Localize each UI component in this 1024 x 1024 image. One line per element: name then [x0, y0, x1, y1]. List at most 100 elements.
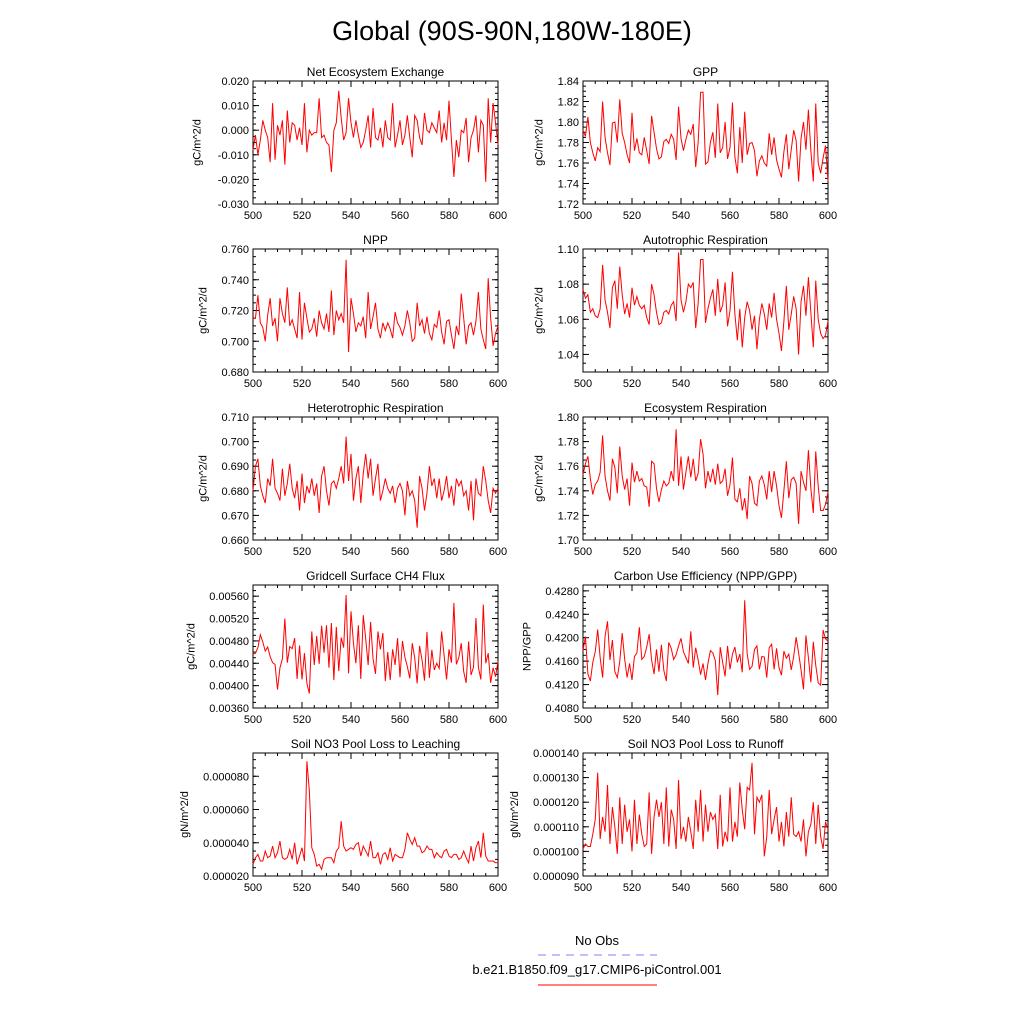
y-tick-label: 0.000060 — [203, 805, 249, 817]
x-tick-label: 580 — [440, 882, 458, 894]
y-tick-label: 1.80 — [558, 412, 579, 424]
series-line — [252, 436, 499, 528]
x-tick-label: 560 — [391, 546, 409, 558]
y-tick-label: 0.000130 — [533, 773, 579, 785]
x-tick-label: 560 — [721, 882, 739, 894]
y-tick-label: -0.030 — [218, 199, 249, 211]
y-tick-label: 1.74 — [558, 179, 579, 191]
y-tick-label: 0.00440 — [209, 658, 249, 670]
y-tick-label: 1.10 — [558, 244, 579, 256]
panel-title: Heterotrophic Respiration — [307, 401, 443, 415]
panels-grid: Net Ecosystem Exchange 500 520 540 560 580 600… — [179, 65, 837, 894]
plot-frame — [582, 584, 829, 709]
x-tick-label: 600 — [819, 882, 837, 894]
x-tick-label: 600 — [489, 378, 507, 390]
series-line — [582, 762, 829, 857]
y-tick-label: 0.760 — [221, 244, 249, 256]
plot-frame — [582, 416, 829, 541]
y-axis-label: gC/m^2/d — [534, 119, 546, 166]
x-tick-label: 500 — [244, 210, 262, 222]
y-tick-label: 0.4080 — [545, 703, 579, 715]
x-tick-label: 520 — [293, 546, 311, 558]
x-tick-label: 600 — [489, 714, 507, 726]
y-axis-label: gN/m^2/d — [509, 791, 521, 838]
series-line — [582, 252, 829, 355]
panel-title: Gridcell Surface CH4 Flux — [306, 569, 445, 583]
x-tick-label: 600 — [819, 546, 837, 558]
series-line — [253, 259, 499, 353]
x-tick-label: 540 — [342, 546, 360, 558]
y-tick-label: 1.76 — [558, 461, 579, 473]
x-tick-label: 560 — [391, 882, 409, 894]
panel-title: Autotrophic Respiration — [643, 233, 768, 247]
x-tick-label: 520 — [293, 882, 311, 894]
y-tick-label: 0.00400 — [209, 681, 249, 693]
legend-label-model: b.e21.B1850.f09_g17.CMIP6-piControl.001 — [472, 962, 721, 977]
x-tick-label: 540 — [672, 714, 690, 726]
y-tick-label: 0.4240 — [545, 609, 579, 621]
y-axis-label: gN/m^2/d — [179, 791, 191, 838]
y-tick-label: 0.000140 — [533, 748, 579, 760]
panel-soil-no3-pool-loss-to-leaching: Soil NO3 Pool Loss to Leaching 500 520 540 5… — [179, 737, 507, 894]
y-tick-label: 1.74 — [558, 486, 579, 498]
plot-frame — [252, 248, 499, 373]
y-tick-label: 0.000020 — [203, 871, 249, 883]
y-tick-label: 0.670 — [221, 510, 249, 522]
panel-title: Soil NO3 Pool Loss to Runoff — [628, 737, 785, 751]
y-tick-label: 0.000080 — [203, 771, 249, 783]
y-axis-label: NPP/GPP — [521, 622, 533, 671]
y-tick-label: 0.720 — [221, 306, 249, 318]
x-tick-label: 560 — [721, 714, 739, 726]
y-tick-label: 0.000110 — [534, 822, 579, 834]
y-tick-label: 1.80 — [558, 117, 579, 129]
y-tick-label: 1.76 — [558, 158, 579, 170]
series-line — [582, 91, 829, 182]
y-tick-label: 0.4120 — [545, 680, 579, 692]
panel-title: Carbon Use Efficiency (NPP/GPP) — [614, 569, 797, 583]
y-tick-label: 0.000090 — [533, 871, 579, 883]
plot-frame — [582, 752, 829, 877]
x-tick-label: 500 — [574, 714, 592, 726]
x-tick-label: 540 — [342, 714, 360, 726]
x-tick-label: 500 — [574, 546, 592, 558]
x-tick-label: 600 — [819, 714, 837, 726]
x-tick-label: 560 — [391, 378, 409, 390]
x-tick-label: 500 — [574, 210, 592, 222]
panel-ecosystem-respiration: Ecosystem Respiration 500 520 540 560 580 600 1… — [534, 401, 838, 558]
x-tick-label: 560 — [391, 714, 409, 726]
x-tick-label: 520 — [623, 714, 641, 726]
y-tick-label: 0.680 — [221, 367, 249, 379]
x-tick-label: 580 — [770, 546, 788, 558]
x-tick-label: 500 — [244, 378, 262, 390]
x-tick-label: 520 — [293, 210, 311, 222]
x-tick-label: 600 — [489, 546, 507, 558]
panel-title: Net Ecosystem Exchange — [307, 65, 445, 79]
panel-net-ecosystem-exchange: Net Ecosystem Exchange 500 520 540 560 580 600… — [191, 65, 507, 222]
y-tick-label: 0.740 — [221, 275, 249, 287]
x-tick-label: 580 — [440, 714, 458, 726]
y-tick-label: 0.000040 — [203, 838, 249, 850]
panel-soil-no3-pool-loss-to-runoff: Soil NO3 Pool Loss to Runoff 500 520 540 560… — [509, 737, 837, 894]
y-axis-label: gC/m^2/d — [534, 287, 546, 334]
x-tick-label: 600 — [489, 882, 507, 894]
y-tick-label: 0.00560 — [209, 591, 249, 603]
x-tick-label: 580 — [770, 210, 788, 222]
y-tick-label: 0.700 — [221, 336, 249, 348]
x-tick-label: 600 — [489, 210, 507, 222]
x-tick-label: 500 — [244, 882, 262, 894]
panel-gpp: GPP 500 520 540 560 580 600 1.72 1.74 1.76 1.78 1.8… — [534, 65, 838, 222]
x-tick-label: 520 — [623, 378, 641, 390]
x-tick-label: 540 — [672, 378, 690, 390]
y-axis-label: gC/m^2/d — [198, 287, 210, 334]
y-tick-label: 0.660 — [221, 535, 249, 547]
panel-gridcell-surface-ch4-flux: Gridcell Surface CH4 Flux 500 520 540 560 580… — [185, 569, 507, 726]
panel-npp: NPP 500 520 540 560 580 600 0.680 0.700 0.720 0.74… — [198, 233, 508, 390]
y-tick-label: 1.82 — [558, 97, 579, 109]
x-tick-label: 540 — [342, 378, 360, 390]
x-tick-label: 500 — [574, 882, 592, 894]
y-axis-label: gC/m^2/d — [191, 119, 203, 166]
x-tick-label: 580 — [440, 378, 458, 390]
y-tick-label: 0.4280 — [545, 586, 579, 598]
y-tick-label: 1.78 — [558, 138, 579, 150]
